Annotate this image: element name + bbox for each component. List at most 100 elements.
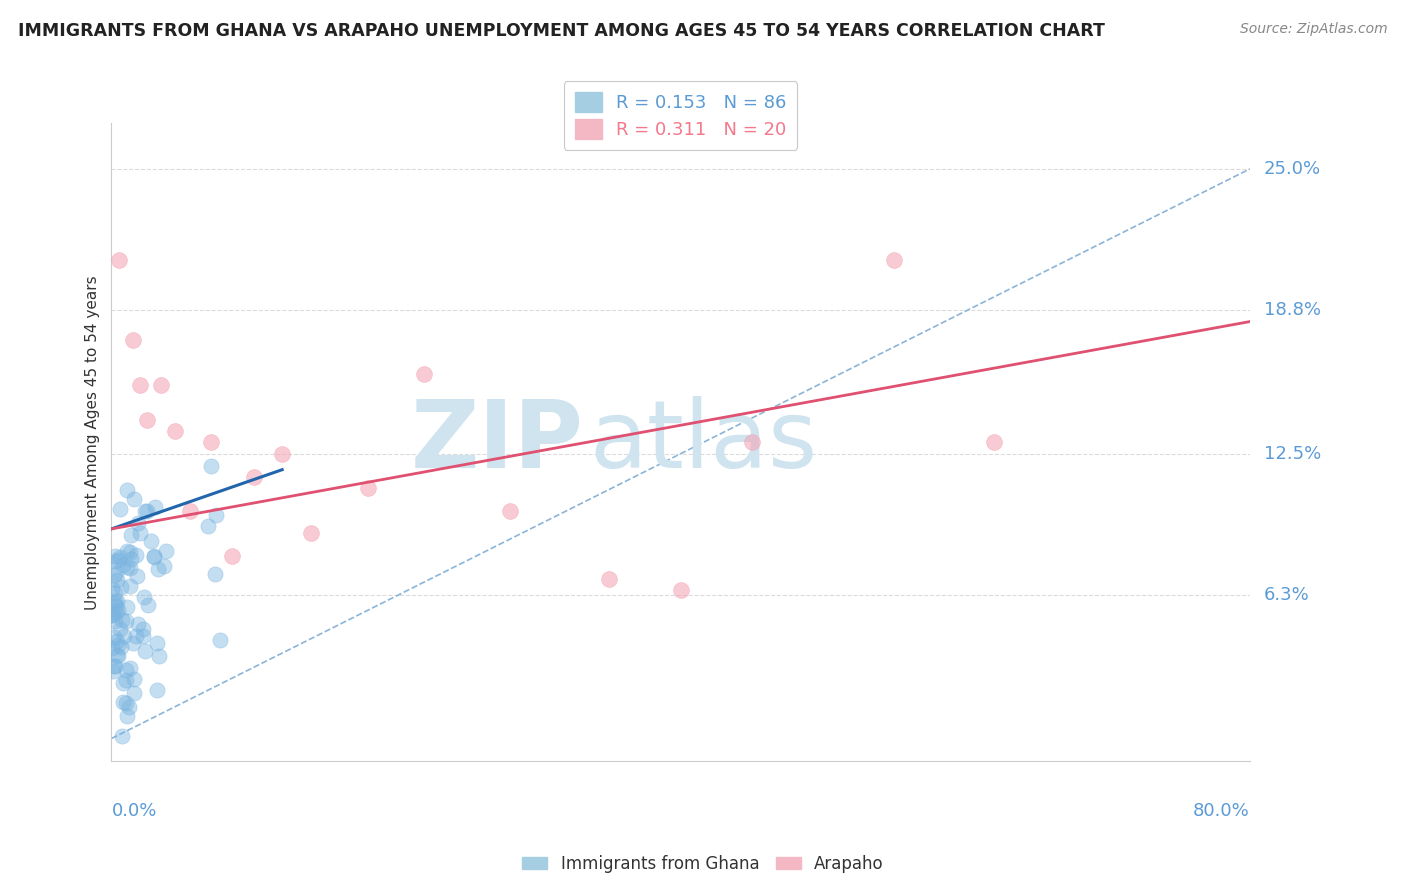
Point (115, 483, 138, 497)
Point (139, 533, 162, 548)
Text: 25.0%: 25.0% (1264, 160, 1322, 178)
Point (741, 435, 763, 450)
Text: 6.3%: 6.3% (1264, 586, 1310, 604)
Point (111, 676, 134, 690)
Point (104, 586, 127, 600)
Point (356, 481, 378, 495)
Point (103, 568, 125, 582)
Point (136, 412, 159, 426)
Point (104, 605, 127, 619)
Point (100, 608, 122, 623)
Point (110, 613, 132, 627)
Point (146, 636, 169, 650)
Point (204, 566, 226, 581)
Point (100, 607, 122, 622)
Point (120, 552, 142, 566)
Point (107, 603, 129, 617)
Point (114, 696, 136, 710)
Point (143, 549, 166, 564)
Point (115, 708, 138, 723)
Point (105, 648, 128, 662)
Point (115, 614, 138, 628)
Point (105, 633, 128, 648)
Point (105, 593, 128, 607)
Point (107, 553, 129, 567)
Point (200, 459, 222, 474)
Point (120, 561, 142, 575)
Point (128, 526, 150, 541)
Point (118, 579, 141, 593)
Point (104, 659, 127, 673)
Point (115, 673, 138, 687)
Point (134, 504, 156, 518)
Point (108, 550, 131, 565)
Point (150, 378, 173, 392)
Point (101, 665, 124, 679)
Point (101, 640, 124, 655)
Y-axis label: Unemployment Among Ages 45 to 54 years: Unemployment Among Ages 45 to 54 years (86, 275, 100, 609)
Point (299, 526, 322, 541)
Point (132, 590, 155, 604)
Point (112, 629, 135, 643)
Point (115, 600, 138, 615)
Text: ZIP: ZIP (411, 396, 583, 488)
Point (105, 573, 128, 587)
Point (110, 640, 132, 654)
Point (143, 549, 166, 564)
Point (179, 504, 201, 518)
Point (103, 554, 125, 568)
Point (125, 548, 148, 562)
Point (134, 644, 156, 658)
Text: 80.0%: 80.0% (1194, 802, 1250, 821)
Legend: R = 0.153   N = 86, R = 0.311   N = 20: R = 0.153 N = 86, R = 0.311 N = 20 (564, 81, 797, 150)
Point (165, 424, 187, 438)
Point (115, 544, 138, 558)
Point (101, 608, 124, 623)
Point (107, 638, 129, 652)
Text: atlas: atlas (589, 396, 818, 488)
Point (118, 661, 141, 675)
Text: 0.0%: 0.0% (111, 802, 157, 821)
Point (107, 253, 129, 268)
Point (103, 658, 125, 673)
Point (122, 492, 145, 507)
Point (136, 504, 159, 518)
Legend: Immigrants from Ghana, Arapaho: Immigrants from Ghana, Arapaho (516, 848, 890, 880)
Point (104, 566, 127, 581)
Point (271, 447, 294, 461)
Point (153, 559, 176, 574)
Point (122, 672, 145, 686)
Point (111, 558, 134, 572)
Point (125, 569, 148, 583)
Text: 18.8%: 18.8% (1264, 301, 1322, 319)
Text: IMMIGRANTS FROM GHANA VS ARAPAHO UNEMPLOYMENT AMONG AGES 45 TO 54 YEARS CORRELAT: IMMIGRANTS FROM GHANA VS ARAPAHO UNEMPLO… (18, 22, 1105, 40)
Point (138, 598, 160, 612)
Point (121, 636, 143, 650)
Point (983, 435, 1005, 450)
Point (200, 435, 222, 450)
Point (118, 545, 141, 559)
Point (669, 583, 692, 598)
Point (110, 580, 132, 594)
Point (112, 695, 135, 709)
Point (104, 593, 127, 607)
Point (122, 686, 145, 700)
Point (413, 367, 436, 381)
Point (197, 518, 219, 533)
Point (103, 630, 125, 644)
Point (104, 549, 127, 563)
Point (148, 648, 170, 663)
Point (127, 516, 149, 530)
Point (121, 333, 143, 347)
Point (221, 549, 243, 564)
Point (114, 663, 136, 677)
Point (155, 543, 177, 558)
Text: 12.5%: 12.5% (1264, 445, 1322, 463)
Point (598, 572, 620, 586)
Point (132, 622, 155, 636)
Point (499, 504, 522, 518)
Point (101, 582, 124, 596)
Point (883, 253, 905, 268)
Point (105, 599, 128, 614)
Point (117, 559, 139, 574)
